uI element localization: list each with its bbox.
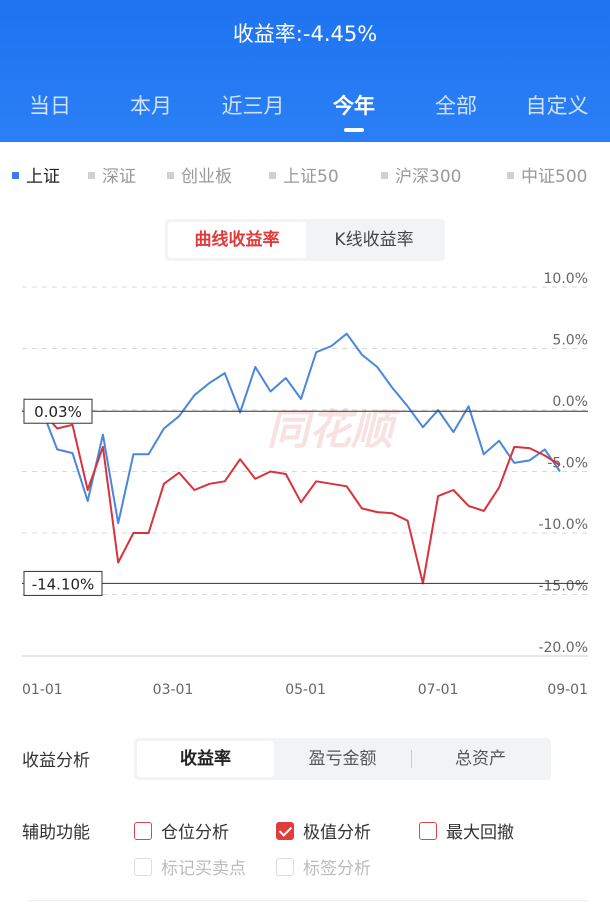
checkbox-icon <box>419 822 437 840</box>
tab-custom[interactable]: 自定义 <box>525 94 589 118</box>
y-axis-labels: 10.0%5.0%0.0%-5.0%-10.0%-15.0%-20.0% <box>538 271 588 656</box>
legend-square-icon <box>507 171 514 179</box>
min-value-label: -14.10% <box>32 575 95 593</box>
tab-three-months[interactable]: 近三月 <box>221 94 285 118</box>
divider <box>28 900 588 901</box>
extreme-markers: 0.03% -14.10% <box>22 398 588 596</box>
index-csi500[interactable]: 中证500 <box>507 162 587 187</box>
kline-return-button[interactable]: K线收益率 <box>334 230 414 250</box>
x-axis-labels: 01-01 03-01 05-01 07-01 09-01 <box>22 682 588 698</box>
extreme-label-box <box>23 570 103 596</box>
extreme-analysis-checkbox[interactable]: 极值分析 <box>276 818 371 843</box>
index-sse50[interactable]: 上证50 <box>269 162 339 187</box>
chart-mode-toggle: 曲线收益率 K线收益率 <box>165 219 445 261</box>
return-chart: 同花顺 10.0%5.0%0.0%-5.0%-10.0%-15.0%-20.0%… <box>22 271 588 698</box>
checkbox-icon <box>276 858 294 876</box>
position-analysis-checkbox[interactable]: 仓位分析 <box>134 818 229 843</box>
y-tick-label: 10.0% <box>544 271 588 287</box>
legend-square-icon <box>167 171 174 179</box>
chart-series <box>41 332 561 585</box>
period-tabs: 当日 本月 近三月 今年 全部 自定义 <box>0 90 610 130</box>
divider <box>411 750 412 768</box>
x-tick-label: 03-01 <box>153 682 194 698</box>
index-csi300[interactable]: 沪深300 <box>381 162 461 187</box>
tab-total-assets[interactable]: 总资产 <box>455 749 506 769</box>
x-tick-label: 01-01 <box>22 682 63 698</box>
legend-square-icon <box>381 171 388 179</box>
chart-grid <box>22 286 588 657</box>
checkbox-icon <box>134 822 152 840</box>
index-chinext[interactable]: 创业板 <box>167 162 232 187</box>
tab-this-month[interactable]: 本月 <box>130 94 172 118</box>
index-selector: 上证 深证 创业板 上证50 沪深300 中证500 <box>0 162 610 192</box>
index-shenzhen[interactable]: 深证 <box>88 162 136 187</box>
curve-return-button[interactable]: 曲线收益率 <box>168 222 306 258</box>
tab-all[interactable]: 全部 <box>435 94 477 118</box>
index-shanghai[interactable]: 上证 <box>12 162 60 187</box>
analysis-tabs: 收益率 盈亏金额 总资产 <box>134 738 551 780</box>
active-tab-indicator <box>344 128 364 132</box>
max-drawdown-checkbox[interactable]: 最大回撤 <box>419 818 514 843</box>
tab-this-year[interactable]: 今年 <box>333 94 375 118</box>
y-tick-label: 5.0% <box>552 333 588 349</box>
return-rate-title: 收益率:-4.45% <box>232 22 378 46</box>
tab-profit-loss[interactable]: 盈亏金额 <box>308 749 377 769</box>
extreme-label-box <box>23 398 93 424</box>
tab-return-rate[interactable]: 收益率 <box>137 741 274 777</box>
header: 收益率:-4.45% 当日 本月 近三月 今年 全部 自定义 <box>0 0 610 142</box>
max-value-label: 0.03% <box>34 403 82 421</box>
x-tick-label: 05-01 <box>285 682 326 698</box>
legend-square-icon <box>269 171 276 179</box>
y-tick-label: -10.0% <box>538 517 588 533</box>
y-tick-label: -20.0% <box>538 640 588 656</box>
analysis-label: 收益分析 <box>22 751 90 771</box>
tag-analysis-checkbox[interactable]: 标签分析 <box>276 854 371 879</box>
checkbox-checked-icon <box>276 822 294 840</box>
mark-trades-checkbox[interactable]: 标记买卖点 <box>134 854 246 879</box>
x-tick-label: 07-01 <box>418 682 459 698</box>
legend-square-icon <box>88 171 95 179</box>
aux-label: 辅助功能 <box>22 823 90 843</box>
x-tick-label: 09-01 <box>547 682 588 698</box>
legend-square-icon <box>12 171 19 179</box>
y-tick-label: -15.0% <box>538 579 588 595</box>
watermark: 同花顺 <box>267 405 401 454</box>
y-tick-label: 0.0% <box>552 394 588 410</box>
portfolio-return-line <box>41 410 561 585</box>
tab-today[interactable]: 当日 <box>29 94 71 118</box>
index-return-line <box>41 332 561 525</box>
checkbox-icon <box>134 858 152 876</box>
